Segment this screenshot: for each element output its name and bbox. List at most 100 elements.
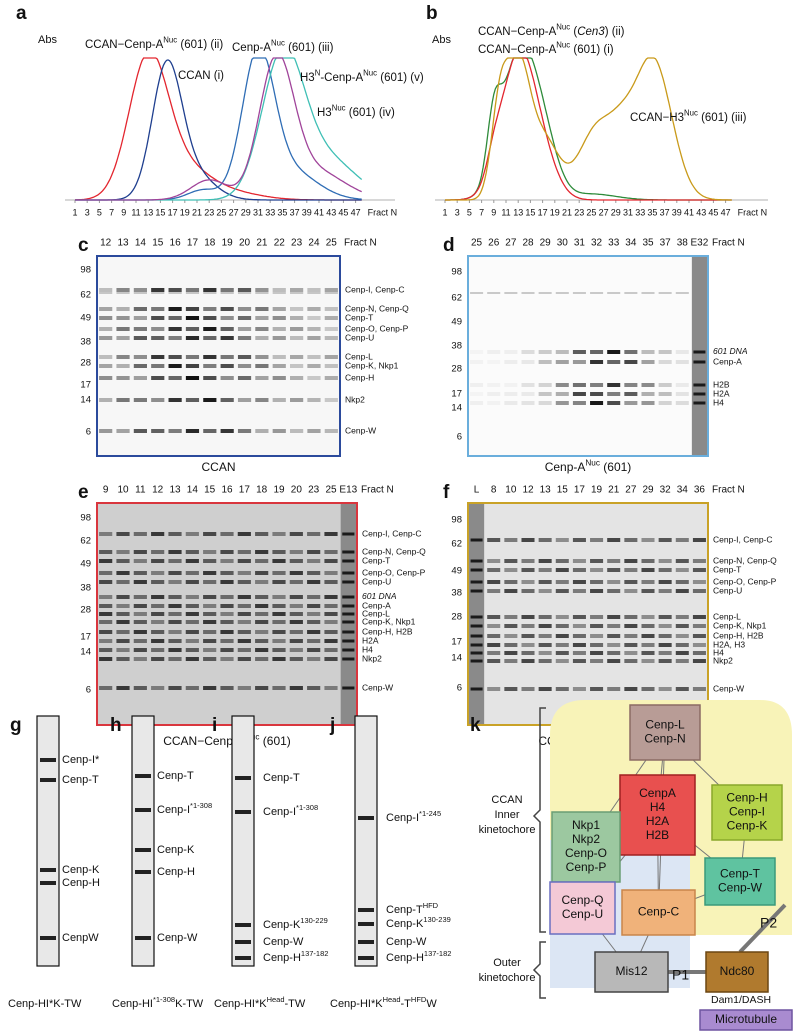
band <box>220 336 234 340</box>
band <box>590 538 604 542</box>
band <box>203 630 217 634</box>
x-tick-label: 35 <box>277 207 287 217</box>
band <box>272 639 286 643</box>
band <box>133 288 147 292</box>
band-label: Nkp2 <box>713 655 733 665</box>
band <box>237 355 252 359</box>
band <box>624 624 638 628</box>
band <box>624 589 638 593</box>
band <box>203 355 217 359</box>
band <box>692 615 706 619</box>
band <box>116 604 130 608</box>
marker-size: 28 <box>451 364 462 375</box>
band-label: Cenp-THFD <box>386 901 439 916</box>
panel-label: b <box>426 3 438 24</box>
band-label: Nkp2 <box>345 394 365 404</box>
component-label: Cenp-O <box>565 846 607 860</box>
band <box>185 307 200 311</box>
band <box>504 634 518 638</box>
band <box>203 571 217 575</box>
band <box>307 612 321 616</box>
band <box>504 651 518 655</box>
panel-label: c <box>78 235 89 256</box>
band <box>342 559 355 563</box>
band <box>607 538 621 542</box>
band-label: Cenp-N, Cenp-Q <box>362 546 426 556</box>
band <box>504 559 518 563</box>
band <box>590 651 604 655</box>
band <box>237 648 251 652</box>
text-segment: (601) (iii) <box>698 112 747 124</box>
region-label: P1 <box>672 967 689 983</box>
band <box>641 624 655 628</box>
band <box>590 360 604 364</box>
band <box>151 376 165 380</box>
x-tick-label: 23 <box>574 207 584 217</box>
band <box>168 630 182 634</box>
band <box>342 630 355 634</box>
band <box>658 568 672 572</box>
x-tick-label: 21 <box>562 207 572 217</box>
brace-label: Outer <box>493 957 521 969</box>
band-label: Cenp-A <box>713 356 742 366</box>
band <box>572 687 586 691</box>
band <box>504 659 518 663</box>
band <box>324 604 338 608</box>
band <box>521 580 535 584</box>
band <box>624 559 638 563</box>
x-tick-label: 45 <box>338 207 348 217</box>
band <box>99 620 113 624</box>
text-segment: 137-182 <box>424 949 452 958</box>
band <box>185 630 199 634</box>
band <box>133 364 147 368</box>
x-tick-label: 39 <box>302 207 312 217</box>
band <box>255 639 269 643</box>
band <box>607 559 621 563</box>
band-label: Cenp-I*1-308 <box>157 801 212 816</box>
band <box>590 383 604 387</box>
band <box>133 355 147 359</box>
curve-label: CCAN−Cenp-ANuc (601) (ii) <box>85 36 223 51</box>
band <box>185 639 199 643</box>
band <box>116 316 130 320</box>
band <box>521 615 535 619</box>
band <box>168 620 182 624</box>
lane-label: 16 <box>170 238 182 249</box>
band <box>607 292 621 294</box>
x-tick-label: 15 <box>155 207 165 217</box>
band <box>99 292 113 294</box>
band <box>572 643 586 647</box>
lane-label: 34 <box>677 485 689 496</box>
band <box>185 595 199 599</box>
band <box>624 634 638 638</box>
band <box>116 429 130 433</box>
band <box>693 350 706 354</box>
band <box>185 686 199 690</box>
band <box>504 624 518 628</box>
band <box>675 350 689 354</box>
lane-label: 34 <box>625 238 637 249</box>
band-label: Cenp-H, H2B <box>713 630 764 640</box>
band <box>307 429 321 433</box>
band <box>116 620 130 624</box>
band <box>521 360 535 364</box>
band <box>272 336 286 340</box>
band <box>237 639 251 643</box>
band <box>290 316 304 320</box>
band <box>255 288 269 292</box>
component-label: Cenp-I <box>729 805 765 819</box>
band <box>538 559 552 563</box>
text-segment: Cen3 <box>577 26 605 38</box>
text-segment: ( <box>570 26 577 38</box>
band <box>99 559 113 563</box>
band <box>289 612 303 616</box>
band <box>203 639 217 643</box>
band <box>324 364 338 368</box>
band <box>203 595 217 599</box>
band <box>151 355 165 359</box>
lane-label: 14 <box>135 238 147 249</box>
band <box>237 307 252 311</box>
text-segment: *1-308 <box>153 995 175 1004</box>
band <box>572 659 586 663</box>
gel <box>467 502 709 726</box>
